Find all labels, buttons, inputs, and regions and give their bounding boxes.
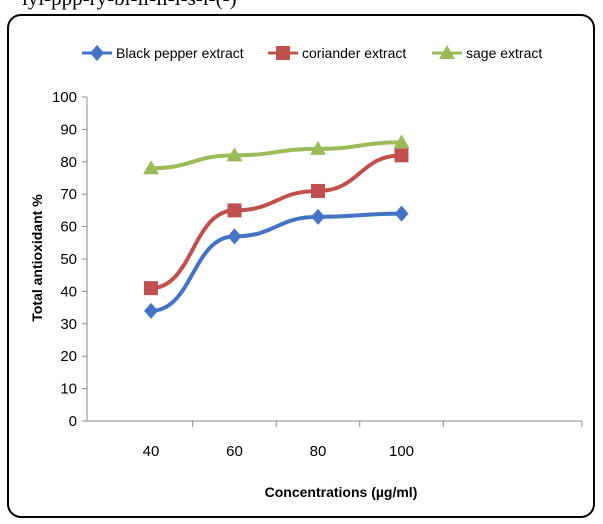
chart-frame — [7, 14, 595, 518]
y-tick-label: 20 — [60, 348, 77, 365]
data-point — [227, 228, 242, 245]
data-point — [226, 147, 243, 162]
y-tick-label: 0 — [69, 413, 77, 430]
y-tick-label: 60 — [60, 219, 77, 236]
data-point — [227, 203, 242, 218]
data-point — [143, 160, 159, 175]
data-point — [144, 302, 158, 319]
legend: Black pepper extract coriander extract sag… — [82, 45, 542, 61]
data-point — [394, 148, 409, 163]
data-point — [311, 183, 325, 198]
series-layer — [143, 134, 410, 319]
y-axis-title: Total antioxidant % — [29, 194, 45, 322]
series-line-sage-extract — [149, 140, 404, 171]
series-black-pepper-extract — [144, 205, 409, 319]
x-tick-label: 80 — [310, 443, 327, 460]
data-point — [394, 205, 409, 222]
legend-label: Black pepper extract — [116, 45, 244, 61]
y-tick-label: 100 — [52, 89, 77, 106]
x-tick-label: 40 — [143, 443, 160, 460]
data-point — [310, 140, 326, 155]
y-tick-label: 80 — [60, 154, 77, 171]
series-sage-extract — [143, 134, 410, 175]
legend-marker — [439, 45, 455, 59]
y-axis: 0 10 20 30 40 50 60 70 80 90 100 — [52, 89, 88, 430]
legend-item-black-pepper-extract: Black pepper extract — [82, 45, 244, 61]
x-tick-label: 60 — [226, 443, 243, 460]
x-axis-title: Concentrations (µg/ml) — [265, 484, 418, 500]
x-axis: 40 60 80 100 — [87, 420, 583, 460]
y-tick-label: 30 — [60, 316, 77, 333]
caption-fragment: lyl-ppp-ry-bl-ll-ll-l-s-l-(-) — [22, 0, 582, 10]
legend-item-coriander-extract: coriander extract — [268, 45, 406, 61]
series-line-coriander-extract — [149, 153, 404, 291]
y-tick-label: 70 — [60, 186, 77, 203]
series-coriander-extract — [144, 148, 409, 296]
legend-item-sage-extract: sage extract — [432, 45, 542, 61]
legend-marker — [276, 46, 290, 60]
y-tick-label: 90 — [60, 121, 77, 138]
data-point — [393, 134, 410, 149]
data-point — [311, 208, 325, 225]
x-tick-label: 100 — [389, 443, 414, 460]
legend-label: coriander extract — [302, 45, 406, 61]
legend-marker — [90, 45, 104, 61]
y-tick-label: 10 — [60, 381, 77, 398]
y-tick-label: 40 — [60, 283, 77, 300]
legend-label: sage extract — [466, 45, 542, 61]
y-tick-label: 50 — [60, 251, 77, 268]
series-line-black-pepper-extract — [149, 211, 404, 313]
data-point — [144, 281, 158, 296]
